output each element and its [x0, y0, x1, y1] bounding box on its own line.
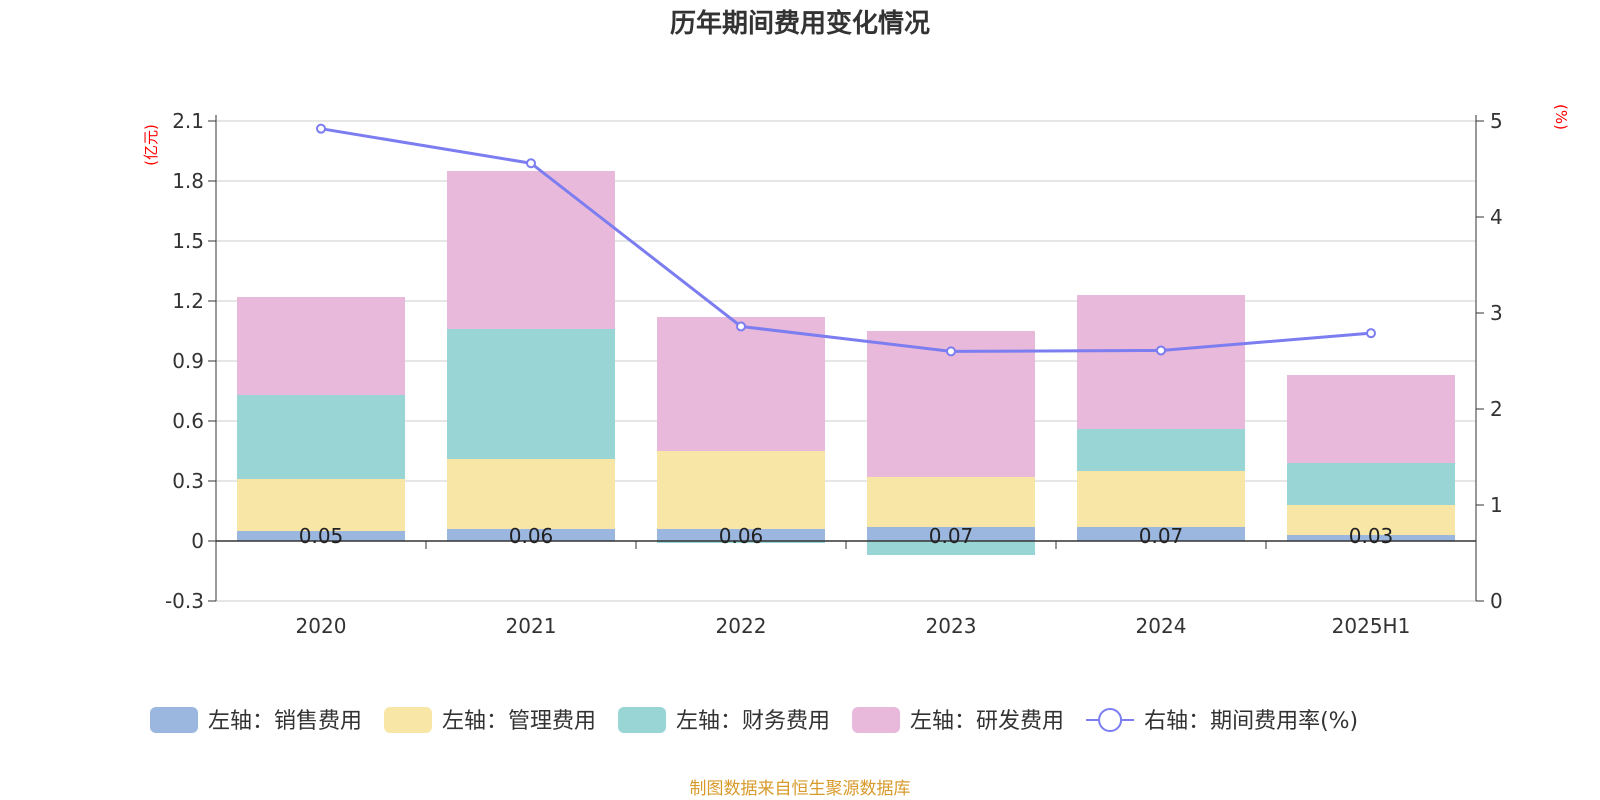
data-label: 0.05: [299, 524, 344, 548]
bar-segment: [867, 541, 1035, 555]
bar-segment: [447, 459, 615, 529]
right-tick-label: 4: [1490, 205, 1503, 229]
legend-item[interactable]: 左轴：研发费用: [852, 707, 1064, 734]
right-tick-label: 5: [1490, 109, 1503, 133]
right-tick-label: 0: [1490, 589, 1503, 613]
bar-segment: [1077, 429, 1245, 471]
bar-segment: [657, 529, 825, 541]
left-tick-label: 0.3: [172, 469, 204, 493]
rate-point: [526, 158, 536, 169]
legend[interactable]: 左轴：销售费用 左轴：管理费用 左轴：财务费用 左轴：研发费用 右轴：期间费用率(%): [150, 707, 1358, 734]
x-tick-label: 2024: [1136, 614, 1187, 638]
bar-segment: [1287, 535, 1455, 541]
legend-swatch: [150, 707, 198, 733]
legend-item[interactable]: 左轴：管理费用: [384, 707, 596, 734]
legend-label: 右轴：期间费用率(%): [1144, 709, 1358, 734]
source-note: 制图数据来自恒生聚源数据库: [690, 779, 911, 799]
left-tick-label: -0.3: [165, 589, 204, 613]
legend-item[interactable]: 左轴：销售费用: [150, 707, 362, 734]
bar-segment: [447, 329, 615, 459]
bar-segment: [237, 297, 405, 395]
bar-segment: [1287, 505, 1455, 535]
legend-swatch: [618, 707, 667, 733]
data-labels: 0.05 0.06 0.06 0.07 0.07 0.03: [299, 524, 1394, 548]
bars: [237, 171, 1455, 555]
left-tick-label: 1.8: [172, 169, 204, 193]
bar-segment: [447, 529, 615, 541]
right-tick-label: 2: [1490, 397, 1503, 421]
left-tick-label: 0.6: [172, 409, 204, 433]
rate-point: [946, 346, 956, 357]
rate-line: [316, 123, 1376, 357]
legend-swatch: [384, 707, 433, 733]
x-tick-label: 2022: [716, 614, 767, 638]
legend-label: 左轴：财务费用: [676, 709, 830, 734]
bar-segment: [237, 395, 405, 479]
left-tick-label: 0.9: [172, 349, 204, 373]
x-tick-label: 2025H1: [1332, 614, 1411, 638]
data-label: 0.03: [1349, 524, 1394, 548]
left-tick-label: 1.2: [172, 289, 204, 313]
grid: [216, 120, 1476, 602]
data-label: 0.06: [719, 524, 764, 548]
legend-label: 左轴：销售费用: [208, 709, 362, 734]
left-tick-label: 0: [191, 529, 204, 553]
right-axis-unit: (%): [1552, 104, 1570, 130]
bar-segment: [1077, 527, 1245, 541]
right-tick-label: 3: [1490, 301, 1503, 325]
rate-point: [1366, 328, 1376, 339]
legend-swatch: [852, 707, 901, 733]
rate-line-path: [320, 127, 1372, 353]
data-label: 0.07: [1139, 524, 1184, 548]
rate-point: [1156, 345, 1166, 356]
data-label: 0.07: [929, 524, 974, 548]
legend-marker: [1098, 708, 1123, 732]
axes: 2.1 1.8 1.5 1.2 0.9 0.6 0.3 0 -0.3 5 4 3 2 1 0 2020 2021…: [142, 104, 1570, 638]
left-axis-unit: (亿元): [142, 124, 160, 166]
bar-segment: [657, 541, 825, 543]
rate-point: [736, 321, 746, 332]
bar-segment: [447, 171, 615, 329]
rate-point: [316, 123, 326, 134]
bar-segment: [867, 477, 1035, 527]
chart-title: 历年期间费用变化情况: [670, 8, 930, 39]
bar-segment: [1287, 463, 1455, 505]
bar-segment: [657, 451, 825, 529]
legend-label: 左轴：管理费用: [442, 709, 596, 734]
x-tick-label: 2023: [926, 614, 977, 638]
bar-segment: [657, 317, 825, 451]
left-tick-label: 1.5: [172, 229, 204, 253]
x-tick-label: 2021: [506, 614, 557, 638]
legend-item[interactable]: 左轴：财务费用: [618, 707, 830, 734]
right-tick-label: 1: [1490, 493, 1503, 517]
x-tick-label: 2020: [296, 614, 347, 638]
bar-segment: [867, 527, 1035, 541]
bar-segment: [237, 531, 405, 541]
bar-segment: [1077, 295, 1245, 429]
legend-label: 左轴：研发费用: [910, 709, 1064, 734]
bar-segment: [237, 479, 405, 531]
legend-item[interactable]: 右轴：期间费用率(%): [1086, 708, 1358, 734]
bar-segment: [1287, 375, 1455, 463]
bar-segment: [1077, 471, 1245, 527]
left-tick-label: 2.1: [172, 109, 204, 133]
data-label: 0.06: [509, 524, 554, 548]
